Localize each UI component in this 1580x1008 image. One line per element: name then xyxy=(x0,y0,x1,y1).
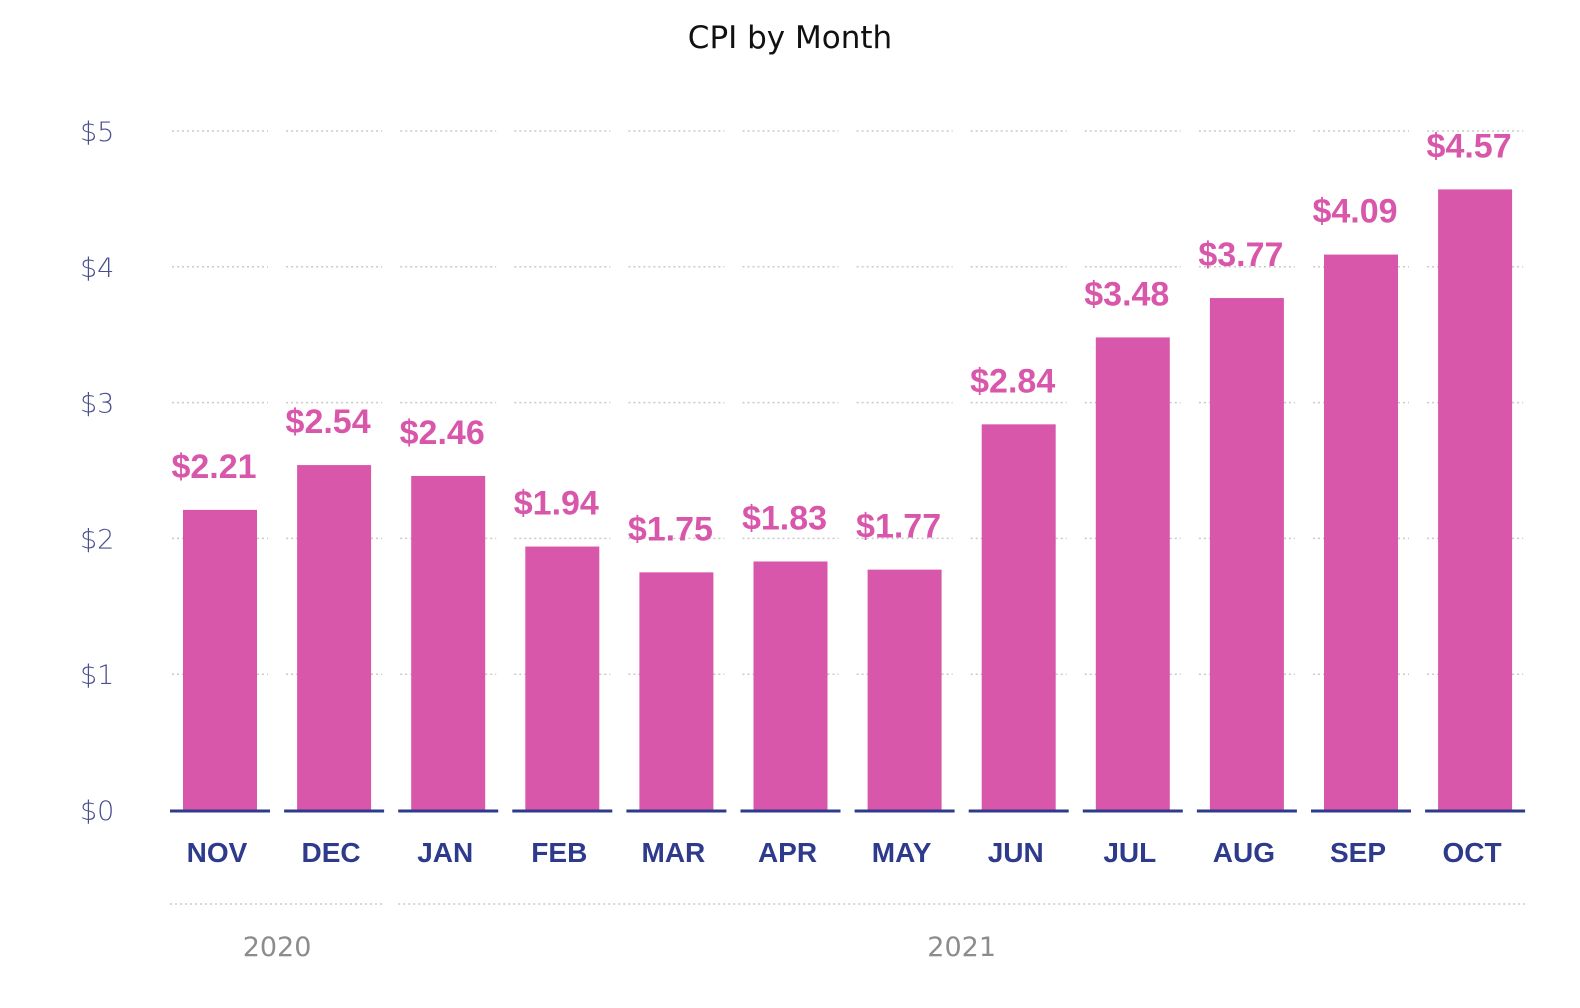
y-tick-label: $0 xyxy=(80,796,114,827)
data-label-sep: $4.09 xyxy=(1312,193,1397,231)
bar-apr xyxy=(753,561,828,810)
x-tick-oct: OCT xyxy=(1443,837,1502,868)
data-label-feb: $1.94 xyxy=(514,485,599,523)
year-label-2020: 2020 xyxy=(243,932,312,963)
bar-dec xyxy=(297,465,372,810)
x-tick-aug: AUG xyxy=(1213,837,1275,868)
x-tick-apr: APR xyxy=(758,837,817,868)
bar-jun xyxy=(981,424,1056,810)
bar-feb xyxy=(525,546,600,810)
data-label-jun: $2.84 xyxy=(970,362,1055,400)
bar-jan xyxy=(411,475,486,810)
chart-title: CPI by Month xyxy=(688,20,892,56)
data-label-nov: $2.21 xyxy=(171,448,256,486)
bar-jul xyxy=(1095,337,1170,810)
bar-sep xyxy=(1324,254,1398,810)
data-label-may: $1.77 xyxy=(856,508,941,546)
x-axis-labels: NOV DEC JAN FEB MAR APR MAY JUN JUL AUG SEP OCT xyxy=(187,837,1502,868)
x-tick-jan: JAN xyxy=(417,837,473,868)
x-tick-sep: SEP xyxy=(1330,837,1386,868)
y-tick-label: $4 xyxy=(80,253,114,284)
x-tick-mar: MAR xyxy=(642,837,706,868)
data-label-dec: $2.54 xyxy=(286,403,371,441)
y-tick-label: $2 xyxy=(80,524,114,555)
y-tick-label: $5 xyxy=(80,117,114,148)
x-tick-nov: NOV xyxy=(187,837,248,868)
x-tick-jul: JUL xyxy=(1103,837,1156,868)
year-label-2021: 2021 xyxy=(927,932,996,963)
data-label-mar: $1.75 xyxy=(628,510,713,548)
data-label-jan: $2.46 xyxy=(400,414,485,452)
data-label-oct: $4.57 xyxy=(1427,127,1512,165)
bars xyxy=(183,189,1513,811)
x-tick-dec: DEC xyxy=(302,837,361,868)
data-label-jul: $3.48 xyxy=(1084,275,1169,313)
data-label-aug: $3.77 xyxy=(1198,236,1283,274)
x-tick-jun: JUN xyxy=(988,837,1044,868)
y-axis: $0 $1 $2 $3 $4 $5 xyxy=(80,117,114,827)
bar-may xyxy=(867,569,942,810)
y-tick-label: $1 xyxy=(80,660,114,691)
y-tick-label: $3 xyxy=(80,389,114,420)
data-labels: $2.21 $2.54 $2.46 $1.94 $1.75 $1.83 $1.77 $2.84… xyxy=(171,127,1511,548)
year-groups: 2020 2021 xyxy=(170,903,1526,963)
x-tick-feb: FEB xyxy=(531,837,587,868)
bar-aug xyxy=(1209,298,1284,810)
bar-mar xyxy=(639,572,714,810)
bar-nov xyxy=(183,509,257,810)
bar-oct xyxy=(1438,189,1513,811)
x-tick-may: MAY xyxy=(872,837,932,868)
data-label-apr: $1.83 xyxy=(742,499,827,537)
